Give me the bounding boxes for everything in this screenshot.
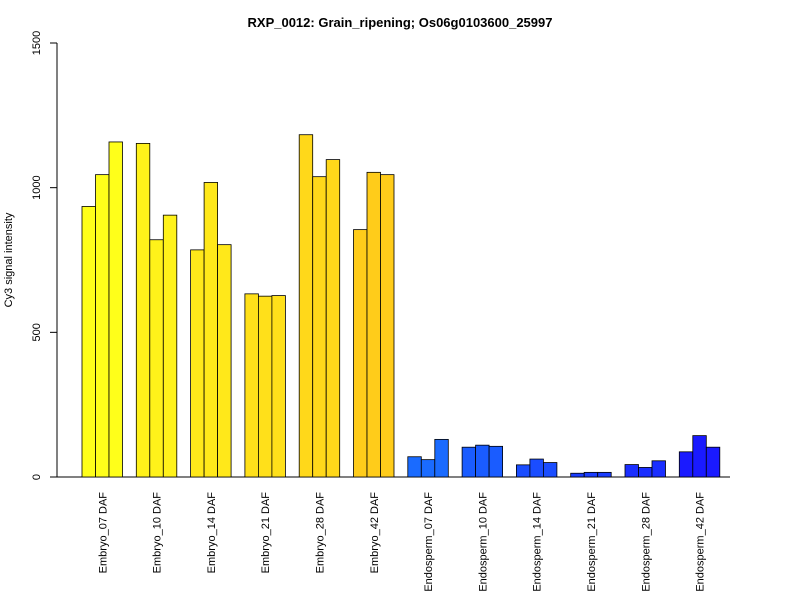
x-category-label: Endosperm_07 DAF: [423, 492, 435, 592]
x-category-label: Endosperm_42 DAF: [695, 492, 707, 592]
x-category-label: Endosperm_10 DAF: [477, 492, 489, 592]
bar: [597, 471, 612, 478]
x-category-label: Embryo_07 DAF: [97, 492, 109, 574]
bar: [312, 176, 327, 478]
bar: [624, 464, 639, 478]
x-category-label: Embryo_10 DAF: [152, 492, 164, 574]
bar: [516, 464, 531, 478]
x-category-label: Embryo_21 DAF: [260, 492, 272, 574]
bar: [434, 438, 449, 478]
bars: [81, 134, 721, 478]
bar: [244, 293, 259, 478]
bar: [257, 295, 273, 478]
bar: [475, 444, 490, 478]
bar: [543, 462, 558, 478]
bar: [149, 239, 164, 478]
bar: [298, 134, 314, 478]
y-tick-label: 0: [31, 474, 43, 480]
bar: [488, 445, 504, 478]
bar: [95, 174, 110, 478]
y-axis-ticks: 0 500 1000 1500: [31, 31, 57, 480]
x-category-label: Embryo_28 DAF: [314, 492, 326, 574]
bar: [271, 295, 286, 478]
category-labels: Embryo_07 DAF Embryo_10 DAF Embryo_14 DAF E…: [97, 492, 706, 592]
y-tick-label: 1500: [31, 31, 43, 55]
x-category-label: Endosperm_28 DAF: [640, 492, 652, 592]
bar: [135, 142, 151, 478]
bar: [162, 214, 178, 478]
bar: [325, 159, 341, 478]
bar: [380, 174, 395, 478]
bar: [678, 451, 694, 478]
x-category-label: Endosperm_14 DAF: [532, 492, 544, 592]
bar: [692, 435, 707, 478]
x-category-label: Endosperm_21 DAF: [586, 492, 598, 592]
y-tick-label: 500: [31, 323, 43, 341]
x-category-label: Embryo_14 DAF: [206, 492, 218, 574]
bar: [420, 459, 436, 478]
bar: [407, 456, 422, 478]
bar: [217, 244, 232, 478]
bar: [570, 472, 585, 478]
bar: [366, 171, 381, 478]
bar: [353, 229, 368, 478]
bar: [651, 460, 666, 478]
bar: [203, 182, 219, 478]
bar: [190, 249, 205, 478]
y-tick-label: 1000: [31, 175, 43, 199]
bar: [638, 467, 653, 478]
y-axis-label: Cy3 signal intensity: [3, 212, 15, 307]
bar: [529, 458, 544, 478]
bar: [461, 446, 477, 478]
x-category-label: Embryo_42 DAF: [369, 492, 381, 574]
bar: [81, 206, 96, 478]
bar: [583, 471, 599, 478]
bar: [108, 141, 123, 478]
chart-title: RXP_0012: Grain_ripening; Os06g0103600_2…: [248, 15, 553, 30]
bar: [705, 446, 721, 478]
